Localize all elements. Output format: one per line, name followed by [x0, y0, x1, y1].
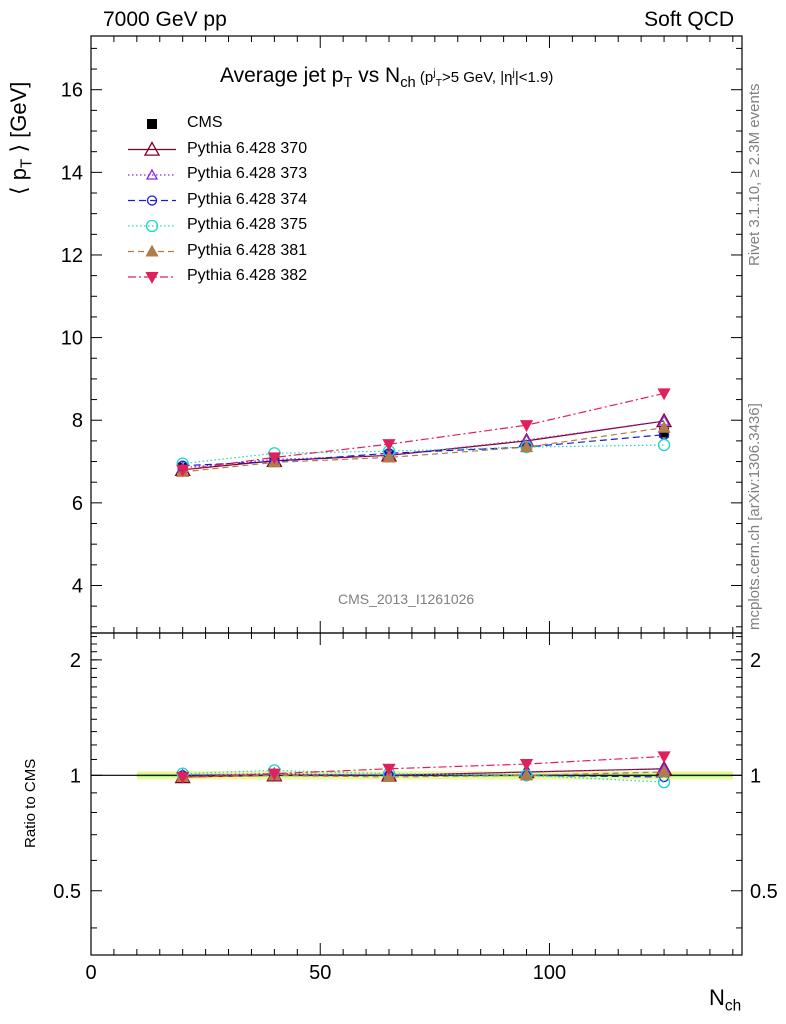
ratio-y-tick-label-right: 0.5: [750, 881, 778, 903]
data-point-p382: [267, 768, 281, 781]
legend-label-p374: Pythia 6.428 374: [187, 190, 308, 208]
series-line-p373: [182, 768, 665, 776]
data-point-p381: [657, 420, 671, 433]
data-point-p381: [519, 768, 534, 781]
legend-marker-p370: [143, 141, 161, 156]
data-point-p382: [519, 758, 534, 771]
y-tick-label: 16: [61, 80, 83, 102]
y-tick-label: 8: [72, 410, 83, 432]
data-point-p381: [519, 440, 534, 453]
x-tick-label: 0: [85, 962, 96, 984]
data-point-p381: [657, 765, 671, 778]
analysis-id: CMS_2013_I1261026: [338, 591, 475, 607]
x-axis-label: Nch: [709, 985, 742, 1015]
data-point-p382: [382, 763, 396, 776]
y-tick-label: 6: [72, 493, 83, 515]
ratio-y-tick-label: 1: [70, 765, 81, 787]
ratio-y-tick-label-right: 1: [750, 765, 761, 787]
legend-label-CMS: CMS: [187, 114, 223, 131]
y-tick-label: 10: [61, 328, 83, 350]
ratio-y-tick-label: 0.5: [53, 881, 81, 903]
legend-label-p381: Pythia 6.428 381: [187, 241, 308, 259]
ratio-y-tick-label: 2: [70, 650, 81, 672]
series-line-p382: [182, 755, 665, 778]
series-line-p373: [182, 420, 665, 469]
series-line-p375: [182, 769, 665, 783]
legend-label-p370: Pythia 6.428 370: [187, 139, 308, 157]
legend-label-p375: Pythia 6.428 375: [187, 216, 308, 233]
series-line-p381: [182, 427, 665, 473]
chart-title: Average jet pT vs Nch (pjT>5 GeV, |ηj|<1…: [220, 64, 554, 92]
ratio-plot-frame: [90, 632, 743, 956]
legend-marker-p375: [145, 219, 159, 233]
data-point-p382: [519, 420, 534, 433]
data-point-p382: [657, 388, 671, 401]
data-point-p382: [657, 751, 671, 764]
header-category: Soft QCD: [644, 8, 734, 31]
data-point-p382: [382, 439, 396, 452]
data-point-p381: [382, 770, 396, 783]
series-line-p374: [182, 434, 665, 467]
data-point-p381: [382, 450, 396, 463]
legend-marker-CMS: [147, 119, 157, 129]
y-tick-label: 14: [61, 162, 83, 184]
header-process: 7000 GeV pp: [103, 8, 227, 31]
legend-label-p382: Pythia 6.428 382: [187, 267, 308, 284]
x-tick-label: 100: [533, 962, 566, 984]
legend-marker-p374: [146, 195, 158, 206]
legend-marker-p373: [145, 168, 159, 180]
legend-label-p373: Pythia 6.428 373: [187, 165, 308, 182]
data-point-p382: [176, 771, 190, 784]
legend-marker-p382: [145, 271, 159, 284]
y-tick-label: 12: [61, 245, 83, 267]
legend-marker-p381: [145, 244, 159, 257]
series-line-p381: [182, 771, 665, 778]
data-point-p375: [657, 438, 671, 452]
x-tick-label: 50: [309, 962, 331, 984]
ratio-y-tick-label-right: 2: [750, 650, 761, 672]
y-tick-label: 4: [72, 575, 83, 597]
data-point-p382: [267, 452, 281, 465]
data-point-p382: [176, 464, 190, 477]
